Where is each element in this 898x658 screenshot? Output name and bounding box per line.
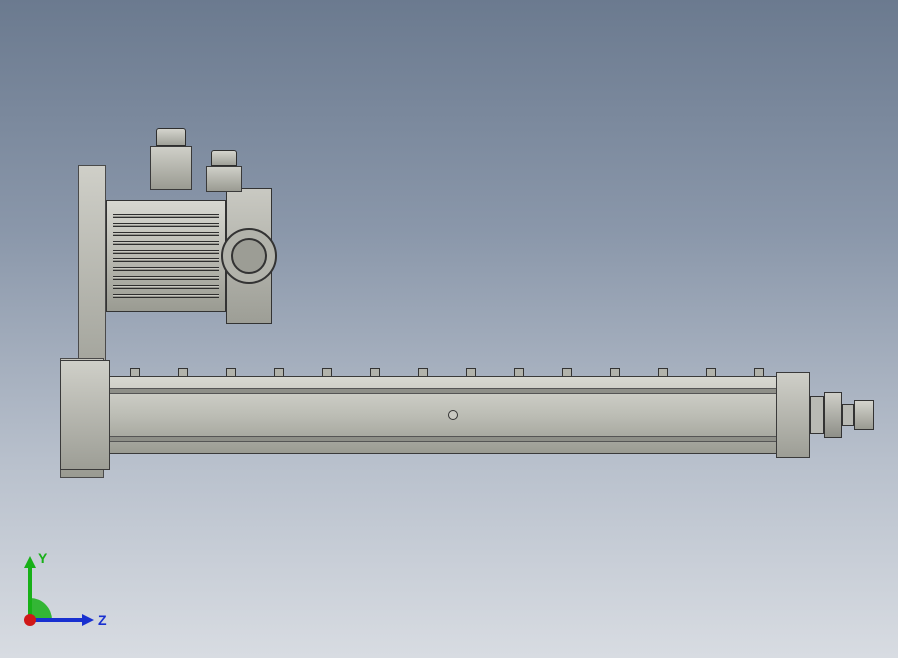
axis-label-y: Y xyxy=(38,550,47,566)
rail-bolt xyxy=(226,368,236,376)
rail-bolt xyxy=(178,368,188,376)
motor-fins xyxy=(113,209,219,303)
motor-fin xyxy=(113,276,219,280)
motor-fin xyxy=(113,232,219,236)
rod-nut xyxy=(824,392,842,438)
rail-bolt xyxy=(706,368,716,376)
rail-bolt xyxy=(130,368,140,376)
axis-triad[interactable]: Y Z xyxy=(10,530,110,630)
rail-bolt xyxy=(610,368,620,376)
rod-step-2 xyxy=(842,404,854,426)
rail-endcap-left xyxy=(60,360,110,470)
rail-bolt xyxy=(514,368,524,376)
motor-fin xyxy=(113,285,219,289)
motor-mount-plate xyxy=(78,165,106,361)
rail-bolt xyxy=(418,368,428,376)
rail-bolt xyxy=(658,368,668,376)
rod-step-1 xyxy=(810,396,824,434)
axis-label-z: Z xyxy=(98,612,107,628)
motor-connector-1-cap xyxy=(156,128,186,146)
motor-fin xyxy=(113,294,219,298)
axis-triad-svg xyxy=(10,530,130,650)
rail-slot-top xyxy=(110,388,776,394)
motor-connector-2 xyxy=(206,166,242,192)
rail-bolt xyxy=(754,368,764,376)
motor-face-ring-inner xyxy=(231,238,267,274)
rail-bolt xyxy=(466,368,476,376)
motor-connector-2-cap xyxy=(211,150,237,166)
motor-fin xyxy=(113,258,219,262)
rail-center-pin xyxy=(448,410,458,420)
motor-fin xyxy=(113,214,219,218)
rail-bolt xyxy=(274,368,284,376)
motor-fin xyxy=(113,241,219,245)
rod-tip xyxy=(854,400,874,430)
cad-viewport[interactable]: Y Z xyxy=(0,0,898,658)
rail-endcap-right xyxy=(776,372,810,458)
rail-slot-bottom xyxy=(110,436,776,442)
rail-bolt xyxy=(562,368,572,376)
motor-connector-1 xyxy=(150,146,192,190)
rail-bolt xyxy=(370,368,380,376)
rail-bolt xyxy=(322,368,332,376)
model-layer xyxy=(0,0,898,658)
motor-fin xyxy=(113,267,219,271)
motor-fin xyxy=(113,250,219,254)
motor-fin xyxy=(113,223,219,227)
motor-body xyxy=(106,200,226,312)
